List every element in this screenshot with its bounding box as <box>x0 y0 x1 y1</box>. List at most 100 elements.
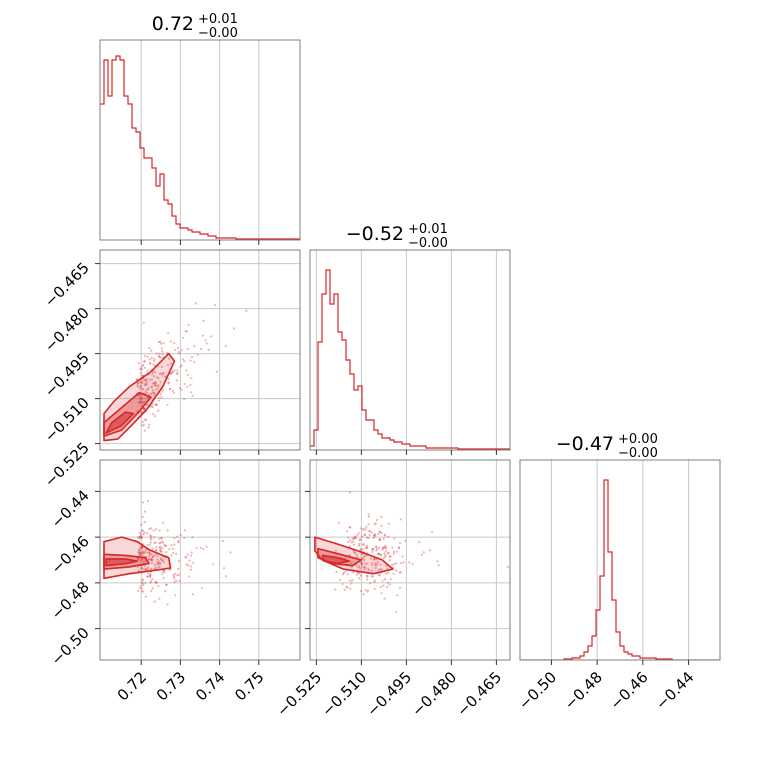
histogram-1-title-plus: +0.01 <box>198 12 238 27</box>
scatter-2-sample-point <box>144 567 147 571</box>
x-axis-3-tick-label-1: −0.50 <box>515 668 560 713</box>
scatter-2-sample-point <box>160 537 163 540</box>
scatter-1-sample-point <box>171 371 174 374</box>
scatter-2-sample-point <box>149 535 152 538</box>
scatter-1-sample-point <box>136 384 139 387</box>
scatter-3-sample-point <box>358 542 361 546</box>
x-axis-3-tick-label-4: −0.44 <box>652 668 697 713</box>
scatter-panel-3-1 <box>99 459 301 661</box>
scatter-1-sample-point <box>191 394 194 398</box>
scatter-2-sample-point <box>178 559 181 563</box>
scatter-1-sample-point <box>159 393 163 396</box>
scatter-1-sample-point <box>185 369 188 372</box>
scatter-1-sample-point <box>136 385 140 388</box>
scatter-3-sample-point <box>365 525 368 528</box>
scatter-3-sample-point <box>506 565 509 568</box>
scatter-1-sample-point <box>150 404 153 407</box>
scatter-3-sample-point <box>366 546 369 549</box>
y-axis-3-tick-label-3: −0.46 <box>48 532 93 577</box>
scatter-2-sample-point <box>140 551 143 554</box>
scatter-2-sample-point <box>149 537 152 540</box>
scatter-2-sample-point <box>151 558 154 561</box>
scatter-2-sample-point <box>158 529 161 532</box>
scatter-1-sample-point <box>165 351 169 354</box>
scatter-1-sample-point <box>141 381 144 385</box>
scatter-2-sample-point <box>222 567 226 570</box>
scatter-1-sample-point <box>179 365 182 368</box>
scatter-1-sample-point <box>151 413 155 416</box>
x-axis-1-tick-label-2: 0.73 <box>153 668 189 704</box>
scatter-1-sample-point <box>144 390 147 393</box>
scatter-1-sample-point <box>173 369 176 372</box>
scatter-3-sample-point <box>379 586 382 589</box>
scatter-3-sample-point <box>374 563 377 566</box>
scatter-1-sample-point <box>150 378 154 381</box>
scatter-2-sample-point <box>138 536 141 540</box>
scatter-2-sample-point <box>163 571 166 574</box>
scatter-2-sample-point <box>205 545 208 548</box>
scatter-2-sample-point <box>161 572 164 575</box>
scatter-2-sample-point <box>188 559 191 562</box>
scatter-3-sample-point <box>394 569 398 572</box>
scatter-1-sample-point <box>159 340 162 343</box>
scatter-3-sample-point <box>357 565 361 568</box>
scatter-2-sample-point <box>156 558 159 561</box>
scatter-1-sample-point <box>160 342 163 345</box>
scatter-1-sample-point <box>151 373 154 376</box>
scatter-2-sample-point <box>148 553 151 556</box>
scatter-2-sample-point <box>202 547 205 551</box>
scatter-1-sample-point <box>164 375 167 379</box>
scatter-3-sample-point <box>359 561 363 565</box>
scatter-1-sample-point <box>144 378 147 382</box>
scatter-3-sample-point <box>359 589 363 593</box>
scatter-3-sample-point <box>377 568 380 572</box>
scatter-3-sample-point <box>383 533 386 536</box>
scatter-2-sample-point <box>166 529 169 532</box>
scatter-3-sample-point <box>374 545 378 549</box>
scatter-3-sample-point <box>428 548 432 552</box>
scatter-1-sample-point <box>178 352 181 355</box>
scatter-1-sample-point <box>152 381 155 385</box>
histogram-3-step-line <box>520 479 720 660</box>
scatter-2-sample-point <box>173 537 176 540</box>
histogram-2-frame <box>309 249 511 451</box>
scatter-2-sample-point <box>145 568 148 571</box>
y-axis-3-tick-label-2: −0.48 <box>48 578 93 623</box>
scatter-3-sample-point <box>350 582 353 585</box>
y-axis-2-tick-label-2: −0.510 <box>41 394 93 446</box>
scatter-3-sample-point <box>379 567 382 571</box>
scatter-2-sample-point <box>162 561 165 564</box>
scatter-1-sample-point <box>194 302 197 305</box>
scatter-2-sample-point <box>147 566 150 569</box>
scatter-1-sample-point <box>172 341 176 345</box>
scatter-1-sample-point <box>161 353 164 356</box>
scatter-1-sample-point <box>138 387 142 390</box>
scatter-1-sample-point <box>176 346 180 349</box>
scatter-2-sample-point <box>156 561 159 564</box>
scatter-1-sample-point <box>189 359 192 362</box>
scatter-3-sample-point <box>348 526 351 529</box>
scatter-1-sample-point <box>141 379 144 383</box>
scatter-3-sample-point <box>349 539 352 542</box>
scatter-3-sample-point <box>366 574 369 577</box>
scatter-2-sample-point <box>186 564 190 567</box>
scatter-2-sample-point <box>147 558 150 561</box>
scatter-1-sample-point <box>157 399 160 402</box>
scatter-2-sample-point <box>142 583 145 587</box>
scatter-1-sample-point <box>150 349 153 352</box>
scatter-2-sample-point <box>165 583 168 586</box>
scatter-2-sample-point <box>191 536 194 539</box>
scatter-3-sample-point <box>366 589 370 592</box>
histogram-3-title-plus: +0.00 <box>618 432 658 447</box>
scatter-3-sample-point <box>349 587 352 591</box>
scatter-1-sample-point <box>157 385 160 388</box>
histogram-3-title-minus: −0.00 <box>618 446 658 461</box>
scatter-2-sample-point <box>154 581 157 584</box>
scatter-1-sample-point <box>180 349 184 352</box>
scatter-1-sample-point <box>139 397 142 400</box>
scatter-1-sample-point <box>150 356 153 360</box>
scatter-3-sample-point <box>354 536 357 539</box>
scatter-2-sample-point <box>140 558 143 561</box>
scatter-2-sample-point <box>141 515 144 518</box>
scatter-2-sample-point <box>140 581 144 584</box>
